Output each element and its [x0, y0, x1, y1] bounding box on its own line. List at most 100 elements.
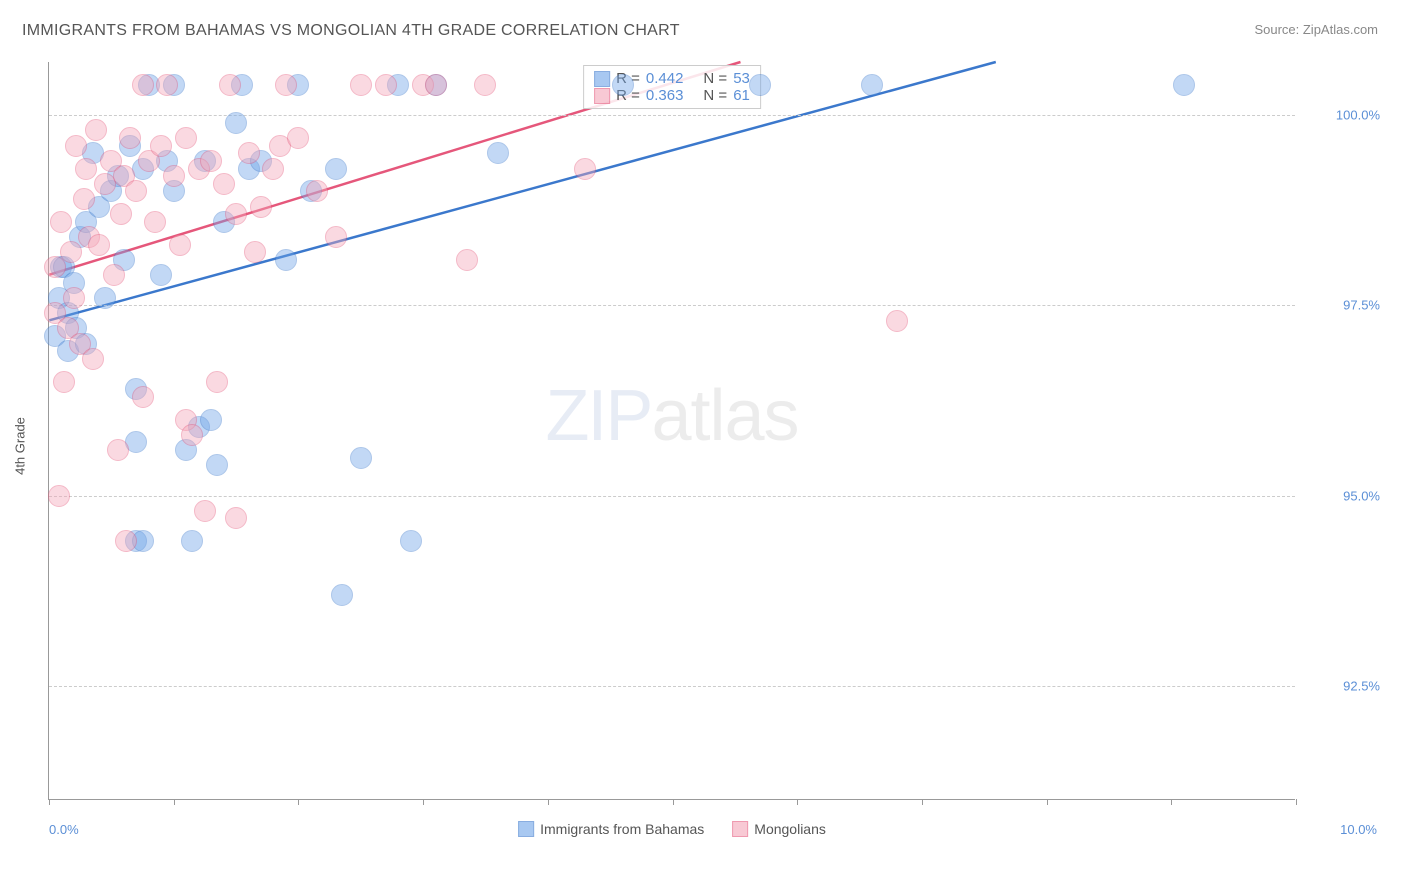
swatch-series-1 — [594, 88, 610, 104]
n-value-0: 53 — [733, 70, 750, 87]
y-tick-label: 97.5% — [1343, 298, 1380, 313]
watermark-part2: atlas — [651, 376, 798, 456]
data-point — [125, 180, 147, 202]
x-tick — [797, 799, 798, 805]
trend-lines — [49, 62, 1295, 799]
chart-title: IMMIGRANTS FROM BAHAMAS VS MONGOLIAN 4TH… — [22, 22, 680, 40]
legend-label-1: Mongolians — [754, 821, 826, 837]
data-point — [200, 409, 222, 431]
data-point — [175, 127, 197, 149]
data-point — [425, 74, 447, 96]
data-point — [350, 74, 372, 96]
data-point — [456, 249, 478, 271]
x-tick — [49, 799, 50, 805]
legend-item-1: Mongolians — [732, 821, 826, 837]
data-point — [110, 203, 132, 225]
data-point — [107, 439, 129, 461]
data-point — [487, 142, 509, 164]
trend-line — [49, 62, 995, 320]
gridline-h — [49, 686, 1295, 687]
data-point — [612, 74, 634, 96]
data-point — [103, 264, 125, 286]
x-tick — [1296, 799, 1297, 805]
x-min-label: 0.0% — [49, 822, 79, 837]
data-point — [132, 74, 154, 96]
data-point — [325, 226, 347, 248]
data-point — [206, 371, 228, 393]
y-axis-title: 4th Grade — [13, 417, 28, 475]
data-point — [325, 158, 347, 180]
y-tick-label: 95.0% — [1343, 488, 1380, 503]
r-value-0: 0.442 — [646, 70, 684, 87]
data-point — [181, 424, 203, 446]
data-point — [75, 158, 97, 180]
data-point — [375, 74, 397, 96]
y-tick-label: 92.5% — [1343, 678, 1380, 693]
x-tick — [1171, 799, 1172, 805]
data-point — [194, 500, 216, 522]
data-point — [94, 287, 116, 309]
data-point — [119, 127, 141, 149]
data-point — [150, 264, 172, 286]
data-point — [350, 447, 372, 469]
watermark: ZIPatlas — [545, 375, 798, 457]
data-point — [225, 507, 247, 529]
n-value-1: 61 — [733, 87, 750, 104]
gridline-h — [49, 496, 1295, 497]
data-point — [115, 530, 137, 552]
data-point — [88, 234, 110, 256]
x-tick — [673, 799, 674, 805]
data-point — [225, 203, 247, 225]
data-point — [275, 249, 297, 271]
data-point — [238, 142, 260, 164]
correlation-legend: R = 0.442 N = 53 R = 0.363 N = 61 — [583, 65, 761, 109]
data-point — [213, 173, 235, 195]
data-point — [287, 127, 309, 149]
gridline-h — [49, 305, 1295, 306]
data-point — [886, 310, 908, 332]
data-point — [169, 234, 191, 256]
x-tick — [423, 799, 424, 805]
data-point — [48, 485, 70, 507]
series-legend: Immigrants from Bahamas Mongolians — [518, 821, 826, 837]
data-point — [474, 74, 496, 96]
legend-swatch-0 — [518, 821, 534, 837]
data-point — [206, 454, 228, 476]
data-point — [50, 211, 72, 233]
data-point — [574, 158, 596, 180]
data-point — [262, 158, 284, 180]
data-point — [82, 348, 104, 370]
x-tick — [298, 799, 299, 805]
swatch-series-0 — [594, 71, 610, 87]
legend-item-0: Immigrants from Bahamas — [518, 821, 704, 837]
x-tick — [548, 799, 549, 805]
data-point — [749, 74, 771, 96]
data-point — [181, 530, 203, 552]
data-point — [163, 165, 185, 187]
data-point — [63, 287, 85, 309]
data-point — [53, 371, 75, 393]
data-point — [861, 74, 883, 96]
data-point — [125, 431, 147, 453]
data-point — [144, 211, 166, 233]
data-point — [85, 119, 107, 141]
x-tick — [174, 799, 175, 805]
data-point — [132, 386, 154, 408]
data-point — [219, 74, 241, 96]
data-point — [1173, 74, 1195, 96]
data-point — [250, 196, 272, 218]
data-point — [306, 180, 328, 202]
data-point — [244, 241, 266, 263]
y-tick-label: 100.0% — [1336, 108, 1380, 123]
data-point — [150, 135, 172, 157]
x-tick — [1047, 799, 1048, 805]
data-point — [73, 188, 95, 210]
data-point — [331, 584, 353, 606]
n-label: N = — [703, 87, 727, 104]
n-label: N = — [703, 70, 727, 87]
data-point — [200, 150, 222, 172]
data-point — [65, 135, 87, 157]
watermark-part1: ZIP — [545, 376, 651, 456]
data-point — [400, 530, 422, 552]
legend-swatch-1 — [732, 821, 748, 837]
